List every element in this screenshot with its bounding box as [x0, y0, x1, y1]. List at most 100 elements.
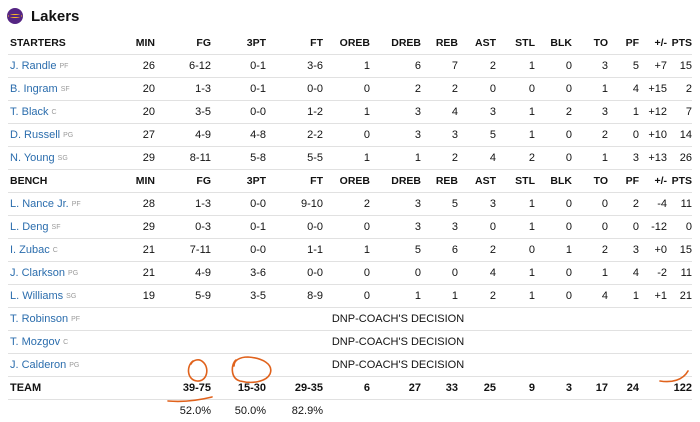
stat-cell: 3-5	[211, 285, 266, 308]
team-totals-row: TEAM 39-75 15-30 29-35 6 27 33 25 9 3 17…	[8, 377, 692, 400]
lakers-logo-icon	[6, 7, 24, 25]
stat-cell: 4	[608, 262, 639, 285]
player-position: PF	[59, 63, 68, 70]
player-name-link[interactable]: N. Young	[10, 152, 55, 164]
stat-cell: 2-2	[266, 124, 323, 147]
column-header: FG	[155, 32, 211, 55]
player-name-link[interactable]: I. Zubac	[10, 244, 50, 256]
stat-cell: 1	[323, 147, 370, 170]
stat-cell: 0	[323, 124, 370, 147]
stat-cell: 0	[323, 285, 370, 308]
box-score-table: STARTERS MIN FG 3PT FT OREB DREB REB AST…	[8, 32, 692, 422]
stat-cell: 1-1	[266, 239, 323, 262]
stat-cell: 2	[370, 78, 421, 101]
stat-cell: 0-0	[211, 239, 266, 262]
stat-cell: +1	[639, 285, 667, 308]
stat-cell: 9-10	[266, 193, 323, 216]
stat-cell: 0	[572, 216, 608, 239]
column-header: +/-	[639, 170, 667, 193]
section-label: BENCH	[8, 170, 104, 193]
stat-cell: 3-6	[266, 55, 323, 78]
team-header: Lakers	[0, 0, 700, 34]
stat-cell: 0-1	[211, 216, 266, 239]
stat-cell: 4	[458, 262, 496, 285]
stat-cell: 2	[458, 285, 496, 308]
column-header: PF	[608, 32, 639, 55]
column-header: MIN	[104, 170, 155, 193]
stat-cell: 5-5	[266, 147, 323, 170]
column-header: BLK	[535, 32, 572, 55]
stat-cell: 1	[370, 285, 421, 308]
team-stl: 9	[496, 377, 535, 400]
stat-cell: 1	[370, 147, 421, 170]
stat-cell: 2	[572, 239, 608, 262]
team-dreb: 27	[370, 377, 421, 400]
stat-cell: 3	[421, 124, 458, 147]
stat-cell: 6	[421, 239, 458, 262]
column-header: TO	[572, 170, 608, 193]
player-name-link[interactable]: D. Russell	[10, 129, 60, 141]
stat-cell: +15	[639, 78, 667, 101]
stat-cell: +13	[639, 147, 667, 170]
column-header: TO	[572, 32, 608, 55]
starters-header-row: STARTERS MIN FG 3PT FT OREB DREB REB AST…	[8, 32, 692, 55]
stat-cell: 4-9	[155, 124, 211, 147]
stat-cell: 2	[667, 78, 692, 101]
stat-cell: 0	[421, 262, 458, 285]
stat-cell: 3-6	[211, 262, 266, 285]
team-plus-minus	[639, 377, 667, 400]
stat-cell: 1	[535, 239, 572, 262]
team-pf: 24	[608, 377, 639, 400]
stat-cell: -4	[639, 193, 667, 216]
player-name-link[interactable]: L. Nance Jr.	[10, 198, 69, 210]
player-name-link[interactable]: T. Robinson	[10, 313, 68, 325]
player-name-link[interactable]: L. Williams	[10, 290, 63, 302]
stat-cell: 1-2	[266, 101, 323, 124]
totals-label: TEAM	[8, 377, 104, 400]
stat-cell: -2	[639, 262, 667, 285]
stat-cell: 5	[608, 55, 639, 78]
player-name-link[interactable]: J. Calderon	[10, 359, 66, 371]
stat-cell: 14	[667, 124, 692, 147]
stat-cell: 11	[667, 193, 692, 216]
stat-cell: +7	[639, 55, 667, 78]
stat-cell: +0	[639, 239, 667, 262]
player-name-link[interactable]: B. Ingram	[10, 83, 58, 95]
stat-cell: 20	[104, 78, 155, 101]
stat-cell: 0	[458, 78, 496, 101]
stat-cell: 3	[608, 147, 639, 170]
column-header: FG	[155, 170, 211, 193]
column-header: OREB	[323, 170, 370, 193]
ft-percentage: 82.9%	[266, 400, 323, 422]
stat-cell: 2	[608, 193, 639, 216]
stat-cell: 1	[496, 55, 535, 78]
stat-cell: 2	[323, 193, 370, 216]
stat-cell: 5	[370, 239, 421, 262]
player-name-link[interactable]: J. Randle	[10, 60, 56, 72]
column-header: BLK	[535, 170, 572, 193]
stat-cell: 0	[496, 239, 535, 262]
stat-cell: 4-9	[155, 262, 211, 285]
stat-cell: +12	[639, 101, 667, 124]
stat-cell: 1	[496, 124, 535, 147]
stat-cell: 1	[323, 55, 370, 78]
column-header: +/-	[639, 32, 667, 55]
player-name-link[interactable]: J. Clarkson	[10, 267, 65, 279]
stat-cell: 0-1	[211, 55, 266, 78]
bench-header-row: BENCH MIN FG 3PT FT OREB DREB REB AST ST…	[8, 170, 692, 193]
player-name-link[interactable]: L. Deng	[10, 221, 49, 233]
player-name-link[interactable]: T. Mozgov	[10, 336, 60, 348]
stat-cell: 8-9	[266, 285, 323, 308]
stat-cell: 3	[421, 216, 458, 239]
team-fg: 39-75	[155, 377, 211, 400]
player-name-link[interactable]: T. Black	[10, 106, 49, 118]
stat-cell: 4	[572, 285, 608, 308]
stat-cell: 3	[458, 193, 496, 216]
